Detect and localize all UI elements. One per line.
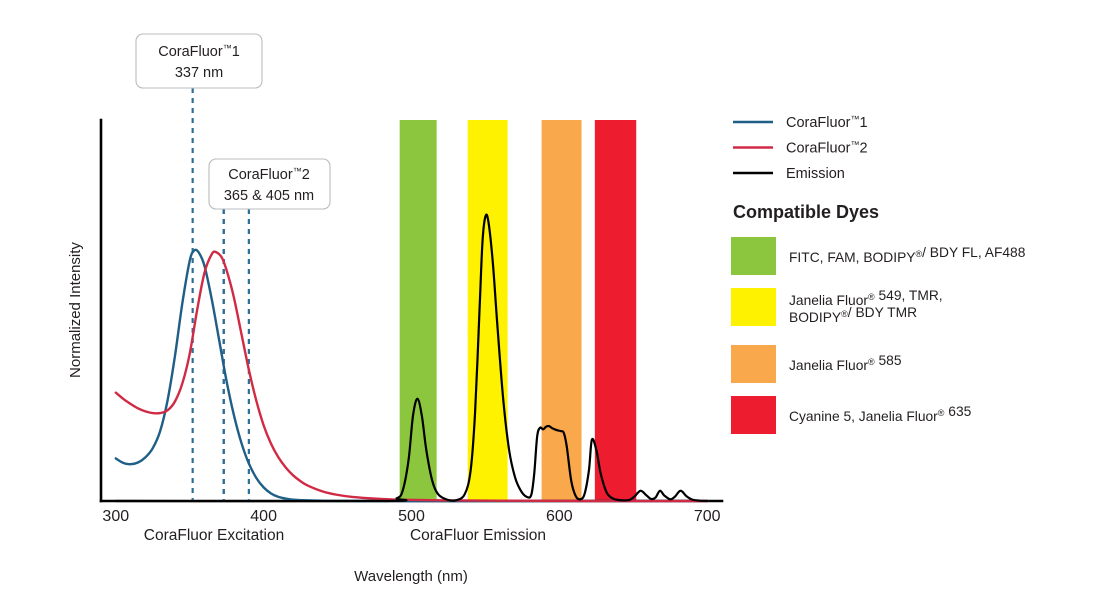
emission-band-group (399, 120, 637, 501)
curve-emission (114, 213, 709, 503)
green-band (399, 120, 437, 501)
series-legend: CoraFluor™1 CoraFluor™2 Emission (733, 114, 868, 182)
y-axis-title: Normalized Intensity (67, 242, 84, 378)
legend-label-0: CoraFluor™1 (786, 114, 868, 131)
x-tick-label-300: 300 (102, 508, 129, 525)
excitation-marker-lines (191, 88, 250, 501)
legend-label-2: Emission (786, 166, 845, 182)
callout-coraflour2: CoraFluor™2 365 & 405 nm (208, 158, 331, 210)
dye-swatch-1 (731, 288, 776, 326)
callout-2-line2: 365 & 405 nm (224, 188, 314, 204)
curve-excitation-2 (114, 250, 709, 503)
callout-1-box (135, 33, 263, 89)
x-tick-label-500: 500 (398, 508, 425, 525)
x-axis-tick-labels: 300 400 500 600 700 (102, 508, 720, 525)
dye-label-1: Janelia Fluor® 549, TMR, (789, 288, 943, 308)
callout-coraflour1: CoraFluor™1 337 nm (135, 33, 263, 89)
orange-band (541, 120, 582, 501)
dye-swatch-0 (731, 237, 776, 275)
dye-swatch-2 (731, 345, 776, 383)
red-band (594, 120, 637, 501)
compatible-dyes-legend: FITC, FAM, BODIPY®/ BDY FL, AF488 Janelia… (731, 237, 1026, 434)
spectra-curves (114, 213, 709, 503)
callout-2-line1: CoraFluor™2 (228, 166, 310, 183)
callout-1-line1: CoraFluor™1 (158, 43, 240, 60)
dye-label-1: BODIPY®/ BDY TMR (789, 305, 917, 325)
region-label-emission: CoraFluor Emission (410, 527, 546, 544)
x-tick-label-700: 700 (694, 508, 721, 525)
x-tick-label-600: 600 (546, 508, 573, 525)
dye-swatch-3 (731, 396, 776, 434)
compatible-dyes-heading: Compatible Dyes (733, 202, 879, 222)
dye-label-3: Cyanine 5, Janelia Fluor® 635 (789, 404, 972, 424)
x-axis-title: Wavelength (nm) (354, 568, 468, 585)
region-label-excitation: CoraFluor Excitation (144, 527, 284, 544)
legend-label-1: CoraFluor™2 (786, 140, 868, 157)
callout-1-line2: 337 nm (175, 65, 223, 81)
dye-label-0: FITC, FAM, BODIPY®/ BDY FL, AF488 (789, 245, 1026, 265)
callout-2-box (208, 158, 331, 210)
dye-label-2: Janelia Fluor® 585 (789, 353, 902, 373)
x-tick-label-400: 400 (250, 508, 277, 525)
